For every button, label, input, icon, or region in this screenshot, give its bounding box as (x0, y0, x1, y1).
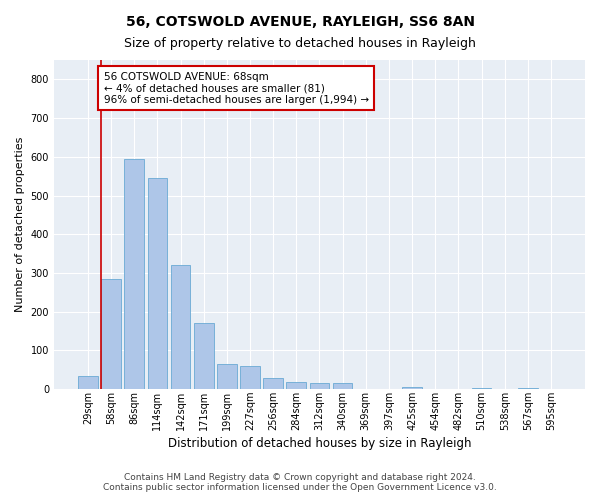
Bar (124, 159, 144, 389)
Bar (170, 265, 190, 389)
Bar (194, 324, 214, 389)
Bar (402, 387, 422, 389)
Bar (333, 384, 352, 389)
Text: Size of property relative to detached houses in Rayleigh: Size of property relative to detached ho… (124, 38, 476, 51)
Y-axis label: Number of detached properties: Number of detached properties (15, 137, 25, 312)
Bar (518, 388, 538, 389)
Bar (286, 382, 306, 389)
Text: Contains HM Land Registry data © Crown copyright and database right 2024.
Contai: Contains HM Land Registry data © Crown c… (103, 473, 497, 492)
Bar (310, 384, 329, 389)
Text: 56 COTSWOLD AVENUE: 68sqm
← 4% of detached houses are smaller (81)
96% of semi-d: 56 COTSWOLD AVENUE: 68sqm ← 4% of detach… (104, 72, 369, 105)
Bar (263, 378, 283, 389)
Bar (101, 279, 121, 389)
Bar (217, 364, 236, 389)
X-axis label: Distribution of detached houses by size in Rayleigh: Distribution of detached houses by size … (168, 437, 471, 450)
Bar (240, 366, 260, 389)
Bar (148, 178, 167, 389)
Bar (78, 376, 98, 389)
Bar (472, 388, 491, 389)
Text: 56, COTSWOLD AVENUE, RAYLEIGH, SS6 8AN: 56, COTSWOLD AVENUE, RAYLEIGH, SS6 8AN (125, 15, 475, 29)
